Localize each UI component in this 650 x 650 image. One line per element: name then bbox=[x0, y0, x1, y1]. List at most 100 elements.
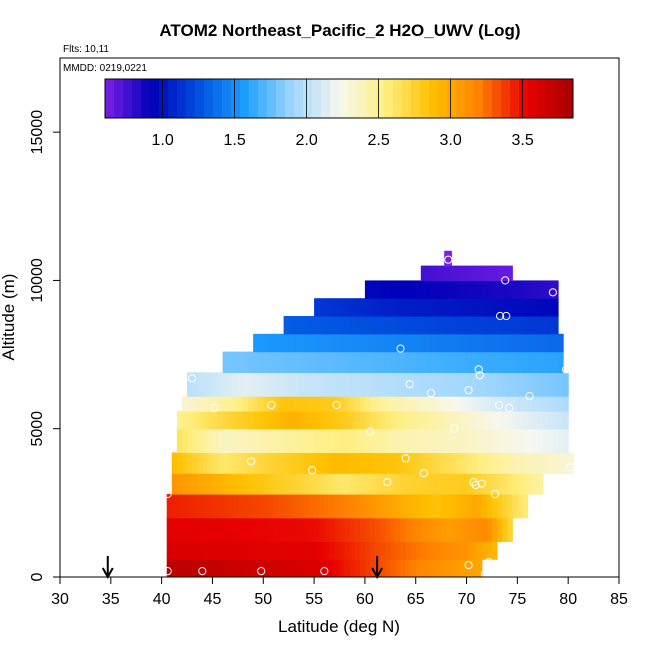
heatmap-cell bbox=[425, 493, 432, 519]
heatmap-cell bbox=[197, 372, 203, 397]
heatmap-cell bbox=[481, 452, 488, 474]
heatmap-cell bbox=[395, 298, 402, 317]
heatmap-cell bbox=[349, 396, 356, 412]
heatmap-cell bbox=[329, 541, 336, 560]
heatmap-cell bbox=[446, 493, 452, 519]
heatmap-cell bbox=[385, 298, 391, 317]
heatmap-cell bbox=[532, 280, 539, 299]
heatmap-cell bbox=[293, 410, 300, 430]
heatmap-cell bbox=[222, 428, 229, 454]
heatmap-cell bbox=[517, 428, 524, 454]
heatmap-cell bbox=[400, 298, 407, 317]
heatmap-cell bbox=[558, 372, 564, 397]
heatmap-cell bbox=[441, 298, 447, 317]
heatmap-cell bbox=[217, 559, 224, 577]
x-tick-label: 30 bbox=[51, 591, 69, 608]
heatmap-cell bbox=[390, 493, 396, 519]
heatmap-cell bbox=[532, 298, 539, 317]
heatmap-cell bbox=[375, 541, 381, 560]
heatmap-cell bbox=[405, 372, 412, 397]
heatmap-cell bbox=[420, 351, 427, 373]
heatmap-cell bbox=[481, 372, 488, 397]
heatmap-cell bbox=[334, 298, 341, 317]
heatmap-cell bbox=[461, 473, 468, 495]
heatmap-cell bbox=[248, 541, 254, 560]
heatmap-cell bbox=[375, 372, 381, 397]
colorbar-swatch bbox=[465, 79, 475, 118]
heatmap-cell bbox=[537, 280, 544, 299]
heatmap-cell bbox=[395, 333, 402, 353]
heatmap-cell bbox=[451, 541, 457, 560]
heatmap-cell bbox=[253, 559, 259, 577]
heatmap-cell bbox=[425, 333, 432, 353]
heatmap-cell bbox=[461, 316, 468, 335]
heatmap-cell bbox=[527, 410, 534, 430]
heatmap-cell bbox=[248, 396, 254, 412]
heatmap-cell bbox=[344, 517, 351, 543]
heatmap-cell bbox=[547, 452, 554, 474]
heatmap-cell bbox=[207, 473, 214, 495]
heatmap-cell bbox=[197, 428, 203, 454]
heatmap-cell bbox=[319, 473, 325, 495]
heatmap-cell bbox=[187, 410, 193, 430]
heatmap-cell bbox=[202, 396, 208, 412]
sample-point bbox=[495, 400, 504, 410]
heatmap-cell bbox=[253, 351, 259, 373]
heatmap-cell bbox=[537, 372, 544, 397]
sample-point bbox=[496, 311, 505, 321]
heatmap-cell bbox=[339, 351, 346, 373]
heatmap-cell bbox=[486, 452, 493, 474]
heatmap-cell bbox=[227, 410, 234, 430]
x-tick-label: 50 bbox=[254, 591, 272, 608]
heatmap-cell bbox=[380, 298, 386, 317]
heatmap-cell bbox=[283, 372, 290, 397]
heatmap-cell bbox=[369, 452, 376, 474]
heatmap-cell bbox=[476, 410, 483, 430]
heatmap-cell bbox=[207, 396, 214, 412]
heatmap-cell bbox=[258, 517, 264, 543]
heatmap-cell bbox=[395, 316, 402, 335]
heatmap-cell bbox=[522, 316, 529, 335]
heatmap-cell bbox=[471, 493, 478, 519]
heatmap-cell bbox=[471, 396, 478, 412]
heatmap-cell bbox=[507, 410, 513, 430]
heatmap-cell bbox=[385, 493, 391, 519]
sample-point bbox=[525, 392, 534, 401]
heatmap-cell bbox=[329, 333, 336, 353]
heatmap-cell bbox=[197, 493, 203, 519]
heatmap-cell bbox=[425, 517, 432, 543]
heatmap-cell bbox=[253, 428, 259, 454]
heatmap-cell bbox=[349, 428, 356, 454]
heatmap-cell bbox=[390, 280, 396, 299]
heatmap-cell bbox=[309, 473, 315, 495]
heatmap-cell bbox=[273, 559, 280, 577]
heatmap-cell bbox=[329, 396, 336, 412]
heatmap-cell bbox=[334, 372, 341, 397]
heatmap-cell bbox=[436, 410, 442, 430]
heatmap-cell bbox=[532, 473, 539, 495]
heatmap-cell bbox=[232, 559, 239, 577]
heatmap-cell bbox=[232, 493, 239, 519]
heatmap-cell bbox=[527, 333, 534, 353]
heatmap-cell bbox=[314, 410, 320, 430]
heatmap-cell bbox=[451, 410, 457, 430]
heatmap-cell bbox=[248, 493, 254, 519]
heatmap-cell bbox=[253, 493, 259, 519]
heatmap-cell bbox=[507, 493, 513, 519]
heatmap-cell bbox=[293, 333, 300, 353]
heatmap-cell bbox=[476, 452, 483, 474]
heatmap-cell bbox=[405, 298, 412, 317]
heatmap-cell bbox=[446, 351, 452, 373]
heatmap-cell bbox=[507, 351, 513, 373]
heatmap-cell bbox=[502, 265, 508, 282]
heatmap-cell bbox=[344, 316, 351, 335]
colorbar-swatch bbox=[366, 79, 376, 118]
heatmap-cell bbox=[324, 452, 330, 474]
heatmap-cell bbox=[288, 333, 295, 353]
heatmap-cell bbox=[410, 280, 417, 299]
heatmap-cell bbox=[375, 316, 381, 335]
heatmap-cell bbox=[395, 351, 402, 373]
heatmap-cell bbox=[497, 351, 503, 373]
heatmap-cell bbox=[558, 351, 564, 373]
x-tick-label: 45 bbox=[204, 591, 222, 608]
